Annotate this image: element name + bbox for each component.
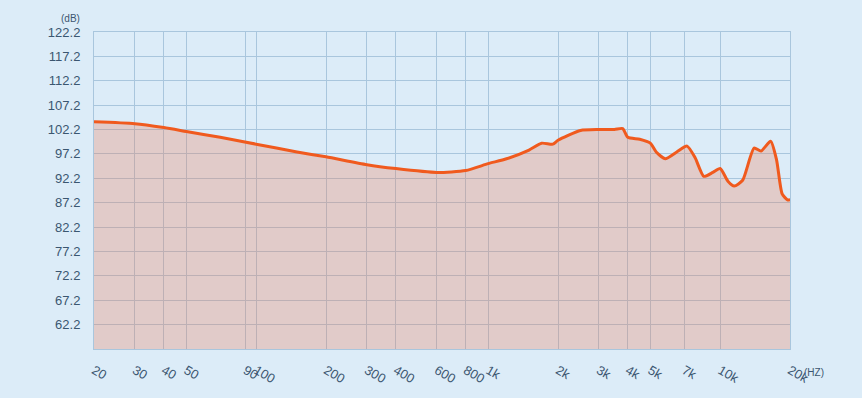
svg-text:800: 800: [461, 362, 487, 386]
svg-text:1k: 1k: [483, 362, 503, 382]
svg-text:10k: 10k: [715, 362, 741, 386]
svg-text:30: 30: [130, 362, 150, 382]
svg-text:97.2: 97.2: [55, 146, 80, 161]
svg-text:92.2: 92.2: [55, 171, 80, 186]
svg-text:117.2: 117.2: [49, 49, 81, 64]
svg-text:107.2: 107.2: [48, 98, 81, 113]
svg-text:67.2: 67.2: [55, 293, 80, 308]
svg-text:200: 200: [321, 362, 347, 386]
svg-text:62.2: 62.2: [55, 317, 80, 332]
svg-text:20k: 20k: [785, 362, 811, 386]
svg-text:5k: 5k: [646, 362, 666, 382]
svg-text:100: 100: [251, 362, 277, 386]
svg-text:300: 300: [362, 362, 388, 386]
svg-text:600: 600: [432, 362, 458, 386]
svg-text:72.2: 72.2: [55, 268, 80, 283]
svg-text:20: 20: [89, 362, 109, 382]
svg-text:2k: 2k: [553, 362, 573, 382]
svg-text:3k: 3k: [594, 362, 614, 382]
svg-text:(dB): (dB): [61, 13, 80, 24]
svg-text:40: 40: [159, 362, 179, 382]
svg-text:50: 50: [182, 362, 202, 382]
svg-text:90: 90: [241, 362, 261, 382]
svg-text:112.2: 112.2: [49, 73, 81, 88]
svg-text:7k: 7k: [679, 362, 699, 382]
svg-text:400: 400: [391, 362, 417, 386]
svg-text:4k: 4k: [623, 362, 643, 382]
svg-text:102.2: 102.2: [48, 122, 81, 137]
svg-text:(HZ): (HZ): [804, 367, 824, 378]
svg-text:87.2: 87.2: [55, 195, 80, 210]
svg-text:77.2: 77.2: [55, 244, 80, 259]
svg-text:122.2: 122.2: [48, 25, 81, 40]
svg-text:82.2: 82.2: [55, 220, 80, 235]
